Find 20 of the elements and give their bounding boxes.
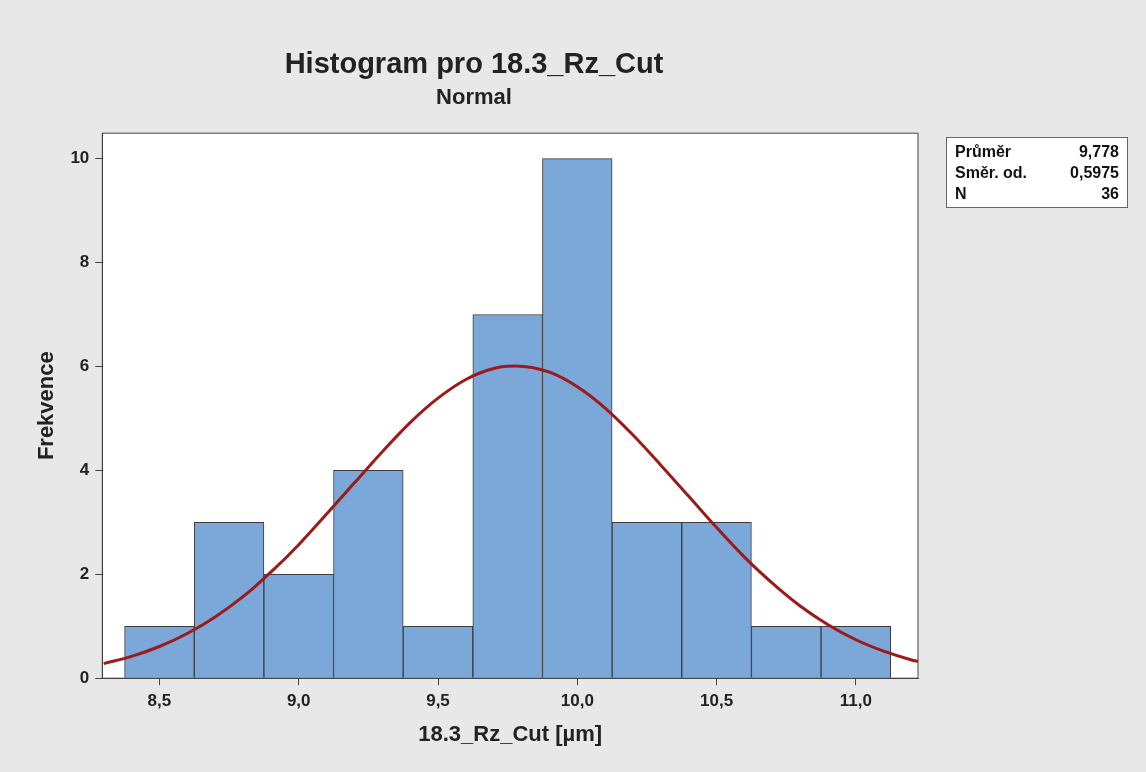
x-tick-label: 8,5 [147,691,172,711]
x-tick-label: 9,5 [426,691,450,711]
y-tick-label: 8 [79,252,90,272]
x-tick-label: 11,0 [839,691,872,711]
x-tick-label: 10,0 [560,691,594,711]
x-axis-title: 18.3_Rz_Cut [µm] [418,720,603,746]
y-tick-label: 2 [79,563,90,583]
x-tick-label: 9,0 [286,691,311,711]
x-tick-label: 10,5 [700,691,734,711]
y-tick-label: 0 [79,667,90,687]
text: N 36 [955,185,1119,202]
y-tick-label: 10 [70,148,90,168]
line-series [102,364,920,666]
text: Průměr 9,778 [955,143,1119,160]
chart-subtitle: Normal [436,84,512,110]
chart-title: Histogram pro 18.3_Rz_Cut [284,47,664,80]
y-axis-title: Frekvence [33,351,59,461]
text: Směr. od. 0,5975 [955,164,1119,181]
y-tick-label: 4 [79,460,90,480]
y-tick-label: 6 [79,356,90,376]
